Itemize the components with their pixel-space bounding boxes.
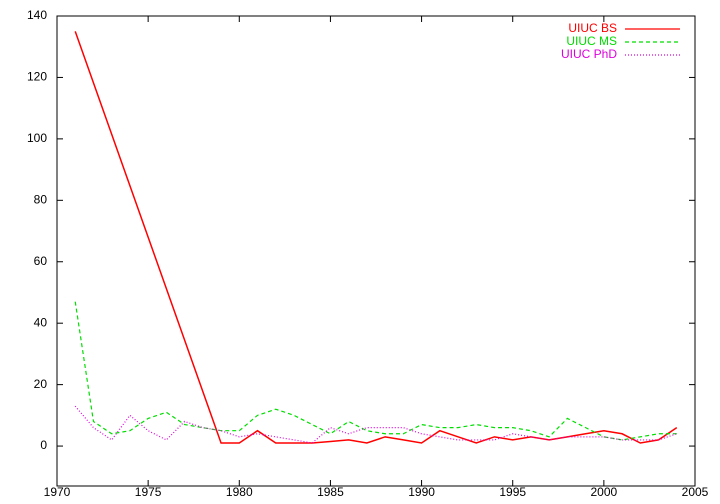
y-tick-label: 140 bbox=[27, 8, 47, 22]
x-tick-label: 1990 bbox=[408, 485, 435, 499]
legend-label: UIUC PhD bbox=[561, 47, 617, 61]
x-tick-label: 1970 bbox=[44, 485, 71, 499]
y-tick-label: 80 bbox=[34, 192, 48, 206]
y-tick-label: 40 bbox=[34, 315, 48, 329]
legend-label: UIUC BS bbox=[568, 21, 617, 35]
x-tick-label: 1995 bbox=[499, 485, 526, 499]
series-line bbox=[74, 405, 677, 444]
x-tick-label: 2005 bbox=[682, 485, 709, 499]
series-line bbox=[74, 301, 677, 441]
x-tick-label: 2000 bbox=[591, 485, 618, 499]
y-tick-label: 20 bbox=[34, 377, 48, 391]
x-tick-label: 1980 bbox=[226, 485, 253, 499]
y-tick-label: 0 bbox=[40, 438, 47, 452]
series-line bbox=[74, 31, 678, 444]
plot-border bbox=[56, 15, 696, 487]
x-tick-label: 1985 bbox=[317, 485, 344, 499]
y-tick-label: 60 bbox=[34, 254, 48, 268]
y-tick-label: 100 bbox=[27, 131, 47, 145]
legend-label: UIUC MS bbox=[566, 34, 617, 48]
x-tick-label: 1975 bbox=[135, 485, 162, 499]
y-tick-label: 120 bbox=[27, 70, 47, 84]
